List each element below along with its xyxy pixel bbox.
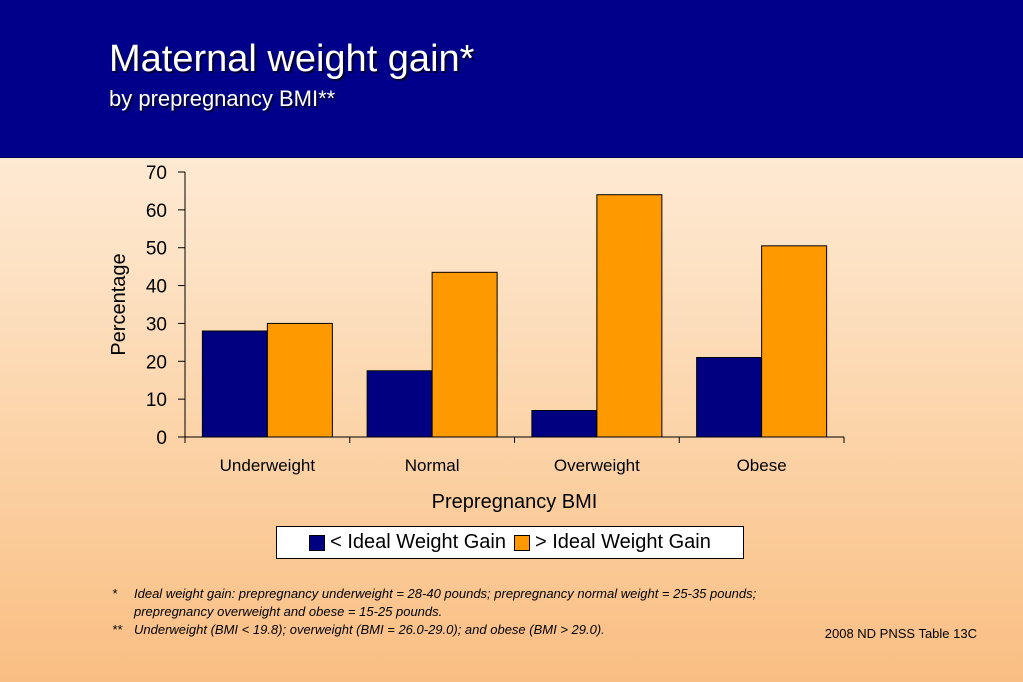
legend-item-above: > Ideal Weight Gain [514,531,711,554]
x-tick-label-underweight: Underweight [220,456,316,475]
bar-obese-series-1 [696,357,763,438]
source-citation: 2008 ND PNSS Table 13C [824,626,977,641]
x-tick-label-obese: Obese [737,456,787,475]
slide-subtitle: by prepregnancy BMI** [109,86,336,111]
footnote-1-text: Ideal weight gain: prepregnancy underwei… [134,586,757,619]
bar-obese-series-2 [761,245,828,438]
bar-chart: 0 10 20 30 40 50 60 70 Underweight Normal Overweig… [108,163,845,513]
y-tick-label-0: 0 [156,428,167,449]
bar-overweight-series-1 [531,410,598,438]
bar-normal-series-2 [431,271,498,438]
y-tick-label-40: 40 [146,277,167,298]
x-axis-title: Prepregnancy BMI [432,491,598,513]
chart-legend: < Ideal Weight Gain > Ideal Weight Gain [276,526,744,559]
footnote-1-mark: * [112,586,118,601]
bar-normal-series-1 [366,370,433,438]
x-tick-label-overweight: Overweight [554,456,640,475]
x-tick-label-normal: Normal [405,456,460,475]
y-tick-label-20: 20 [146,352,167,373]
legend-label-above: > Ideal Weight Gain [535,531,711,553]
legend-label-below: < Ideal Weight Gain [330,531,506,553]
bar-overweight-series-2 [596,194,663,438]
footnote-2-text: Underweight (BMI < 19.8); overweight (BM… [134,622,605,637]
y-tick-label-30: 30 [146,314,167,335]
footnote-2: ** Underweight (BMI < 19.8); overweight … [112,621,812,639]
footnotes: * Ideal weight gain: prepregnancy underw… [112,585,812,639]
legend-item-below: < Ideal Weight Gain [309,531,506,554]
footnote-2-mark: ** [112,622,123,637]
bar-underweight-series-2 [266,322,333,438]
y-tick-label-50: 50 [146,239,167,260]
legend-swatch-above [514,534,530,551]
y-axis-title: Percentage [108,253,130,355]
y-tick-label-70: 70 [146,163,167,184]
y-tick-label-60: 60 [146,201,167,222]
slide-title: Maternal weight gain* [109,38,475,80]
legend-swatch-below [309,534,326,551]
bar-underweight-series-1 [201,330,268,438]
slide-header: Maternal weight gain* by prepregnancy BM… [0,0,1023,158]
y-tick-label-10: 10 [146,390,167,411]
footnote-1: * Ideal weight gain: prepregnancy underw… [112,585,812,621]
